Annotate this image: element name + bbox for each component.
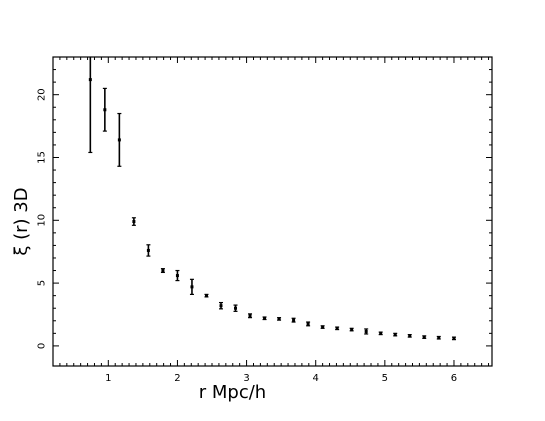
data-point xyxy=(88,78,92,82)
data-point xyxy=(277,317,281,321)
y-tick-label: 10 xyxy=(37,214,48,227)
data-point xyxy=(350,328,354,332)
data-point xyxy=(234,306,238,310)
data-point xyxy=(117,138,121,142)
y-tick-label: 15 xyxy=(37,151,48,164)
plot-frame xyxy=(52,56,493,367)
data-point xyxy=(219,304,223,308)
y-axis-ticks: 0 5 10 15 20 xyxy=(37,69,492,349)
data-point xyxy=(306,322,310,326)
data-points xyxy=(88,78,456,340)
data-point xyxy=(364,329,368,333)
data-point xyxy=(175,274,179,278)
data-point xyxy=(292,318,296,322)
data-point xyxy=(204,294,208,298)
x-tick-label: 1 xyxy=(105,373,111,384)
data-point xyxy=(437,336,441,340)
x-axis-ticks: 1 2 3 4 5 6 xyxy=(59,57,490,384)
data-point xyxy=(379,331,383,335)
data-point xyxy=(393,333,397,337)
data-point xyxy=(335,326,339,330)
y-axis-title: ξ (r) 3D xyxy=(11,187,32,255)
x-tick-label: 4 xyxy=(313,373,319,384)
y-tick-label: 5 xyxy=(37,280,48,286)
data-point xyxy=(103,108,107,112)
data-point xyxy=(248,314,252,318)
data-point xyxy=(190,285,194,289)
data-point xyxy=(146,248,150,252)
y-tick-label: 20 xyxy=(37,88,48,101)
data-point xyxy=(408,334,412,338)
x-tick-label: 2 xyxy=(174,373,180,384)
data-point xyxy=(321,325,325,329)
data-point xyxy=(422,335,426,339)
data-point xyxy=(452,336,456,340)
x-tick-label: 5 xyxy=(382,373,388,384)
x-tick-label: 6 xyxy=(451,373,457,384)
y-tick-label: 0 xyxy=(37,343,48,349)
x-tick-label: 3 xyxy=(243,373,249,384)
error-bars xyxy=(88,57,456,341)
data-point xyxy=(132,220,136,224)
data-point xyxy=(263,316,267,320)
data-point xyxy=(161,269,165,273)
x-axis-title: r Mpc/h xyxy=(199,382,266,403)
